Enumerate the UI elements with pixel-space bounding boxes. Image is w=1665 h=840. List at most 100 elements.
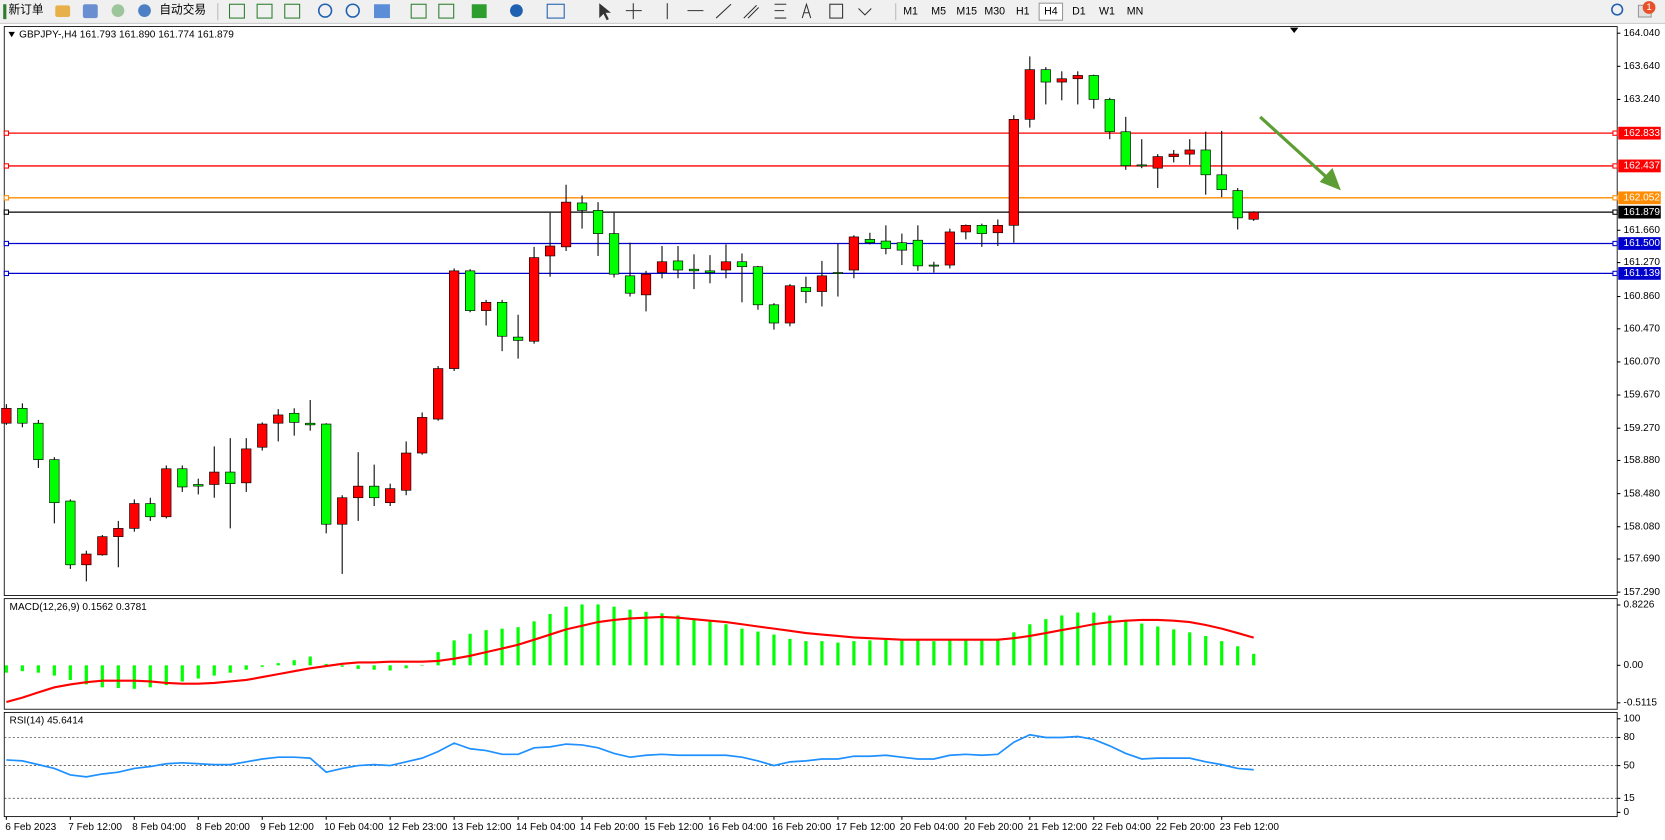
- candle-body: [704, 270, 716, 273]
- crosshair-tool[interactable]: [625, 3, 642, 20]
- timeframe-button[interactable]: H4: [1044, 6, 1058, 18]
- macd-bar: [468, 633, 472, 666]
- candle-body: [624, 275, 636, 294]
- macd-bar: [628, 609, 632, 666]
- y-tick-label: 158.480: [1624, 488, 1661, 499]
- price-level-tag: [1618, 126, 1661, 140]
- macd-bar: [868, 640, 872, 666]
- macd-bar: [1124, 621, 1128, 666]
- macd-bar: [180, 665, 184, 682]
- macd-bar: [612, 606, 616, 666]
- chart-shift-marker[interactable]: [1289, 27, 1299, 33]
- candle-body: [417, 417, 428, 454]
- candle-body: [800, 287, 812, 292]
- indicators-button[interactable]: [471, 4, 487, 19]
- timeframe-button[interactable]: W1: [1099, 6, 1115, 18]
- macd-bar: [1140, 623, 1144, 666]
- price-level-handle: [3, 209, 10, 215]
- zoom-out-button[interactable]: [345, 3, 360, 18]
- candle-body: [1168, 153, 1179, 157]
- templates-button[interactable]: [546, 3, 565, 19]
- price-level-tag: [1618, 159, 1661, 173]
- x-tick-label: 17 Feb 12:00: [836, 822, 896, 833]
- candle-body: [672, 260, 684, 271]
- x-tick-label: 14 Feb 04:00: [516, 822, 576, 833]
- macd-bar: [356, 665, 360, 669]
- search-button[interactable]: [1611, 3, 1624, 16]
- macd-bar: [484, 630, 488, 666]
- macd-bar: [532, 621, 536, 666]
- x-tick-label: 14 Feb 20:00: [580, 822, 640, 833]
- candle-body: [896, 242, 907, 251]
- auto-scroll-button[interactable]: [410, 3, 427, 19]
- y-tick-label: 0: [1624, 807, 1630, 818]
- bar-chart-button[interactable]: [228, 3, 245, 19]
- candle-body: [880, 240, 891, 249]
- timeframe-button[interactable]: M5: [931, 6, 946, 18]
- y-tick-label: 164.040: [1624, 28, 1661, 39]
- price-level-handle: [1612, 270, 1618, 277]
- macd-bar: [20, 665, 24, 672]
- text-tool[interactable]: [801, 2, 812, 19]
- channel-tool[interactable]: [743, 4, 760, 19]
- macd-bar: [436, 652, 440, 666]
- price-level-handle: [1612, 195, 1618, 201]
- x-tick-label: 20 Feb 20:00: [964, 822, 1024, 833]
- toolbar-icon[interactable]: [111, 4, 125, 18]
- x-tick-label: 23 Feb 12:00: [1220, 822, 1280, 833]
- macd-bar: [884, 639, 888, 666]
- timeframe-button[interactable]: MN: [1127, 6, 1143, 18]
- candle-body: [1088, 75, 1099, 100]
- timeframe-button[interactable]: D1: [1072, 6, 1086, 18]
- macd-bar: [1076, 612, 1080, 666]
- toolbar-icon[interactable]: [55, 5, 71, 18]
- notification-count: 1: [1646, 2, 1651, 13]
- new-order-icon[interactable]: [3, 4, 7, 20]
- tile-windows-button[interactable]: [374, 4, 390, 19]
- y-tick-label: 157.290: [1624, 587, 1661, 598]
- price-level-handle: [1612, 209, 1618, 215]
- candle-chart-button[interactable]: [256, 3, 273, 19]
- periods-button[interactable]: [510, 4, 523, 18]
- chart-shift-button[interactable]: [438, 3, 455, 19]
- y-tick-label: 160.070: [1624, 357, 1661, 368]
- y-tick-label: -0.5115: [1624, 698, 1658, 709]
- price-level-label: 161.500: [1624, 238, 1661, 249]
- macd-bar: [276, 663, 280, 666]
- trendline-tool[interactable]: [715, 3, 732, 19]
- timeframe-button[interactable]: M1: [903, 6, 918, 18]
- price-level-label: 162.437: [1624, 161, 1661, 172]
- cursor-tool[interactable]: [599, 3, 611, 21]
- timeframe-button[interactable]: H1: [1016, 6, 1030, 18]
- line-chart-button[interactable]: [284, 3, 301, 19]
- arrows-tool[interactable]: [858, 8, 872, 16]
- rsi-panel: [3, 711, 1618, 818]
- price-level-tag: [1618, 267, 1661, 280]
- macd-bar: [420, 665, 424, 666]
- x-tick-label: 16 Feb 04:00: [708, 822, 768, 833]
- y-tick-label: 161.660: [1624, 225, 1661, 236]
- macd-bar: [84, 665, 88, 685]
- trend-arrow-line: [1259, 115, 1330, 180]
- auto-trading-button[interactable]: 自动交易: [159, 3, 206, 17]
- macd-bar: [996, 639, 1000, 666]
- main-chart-header: GBPJPY-,H4 161.793 161.890 161.774 161.8…: [19, 30, 234, 41]
- zoom-in-button[interactable]: [317, 3, 333, 18]
- candle-body: [433, 368, 444, 420]
- x-tick-label: 9 Feb 12:00: [260, 822, 314, 833]
- auto-trading-icon[interactable]: [138, 4, 151, 18]
- candle-body: [1056, 78, 1067, 83]
- macd-bar: [692, 618, 696, 666]
- candle-body: [337, 497, 348, 525]
- new-order-button[interactable]: 新订单: [9, 3, 44, 17]
- label-tool[interactable]: [829, 3, 844, 19]
- candle-body: [1248, 211, 1259, 220]
- y-tick-label: 0.00: [1624, 660, 1644, 671]
- toolbar-icon[interactable]: [82, 4, 98, 19]
- timeframe-button[interactable]: M15: [956, 6, 977, 18]
- macd-bar: [852, 641, 856, 666]
- symbol-menu-icon[interactable]: [8, 31, 15, 38]
- timeframe-button[interactable]: M30: [984, 6, 1005, 18]
- macd-bar: [548, 614, 552, 666]
- fibonacci-tool[interactable]: [774, 3, 787, 19]
